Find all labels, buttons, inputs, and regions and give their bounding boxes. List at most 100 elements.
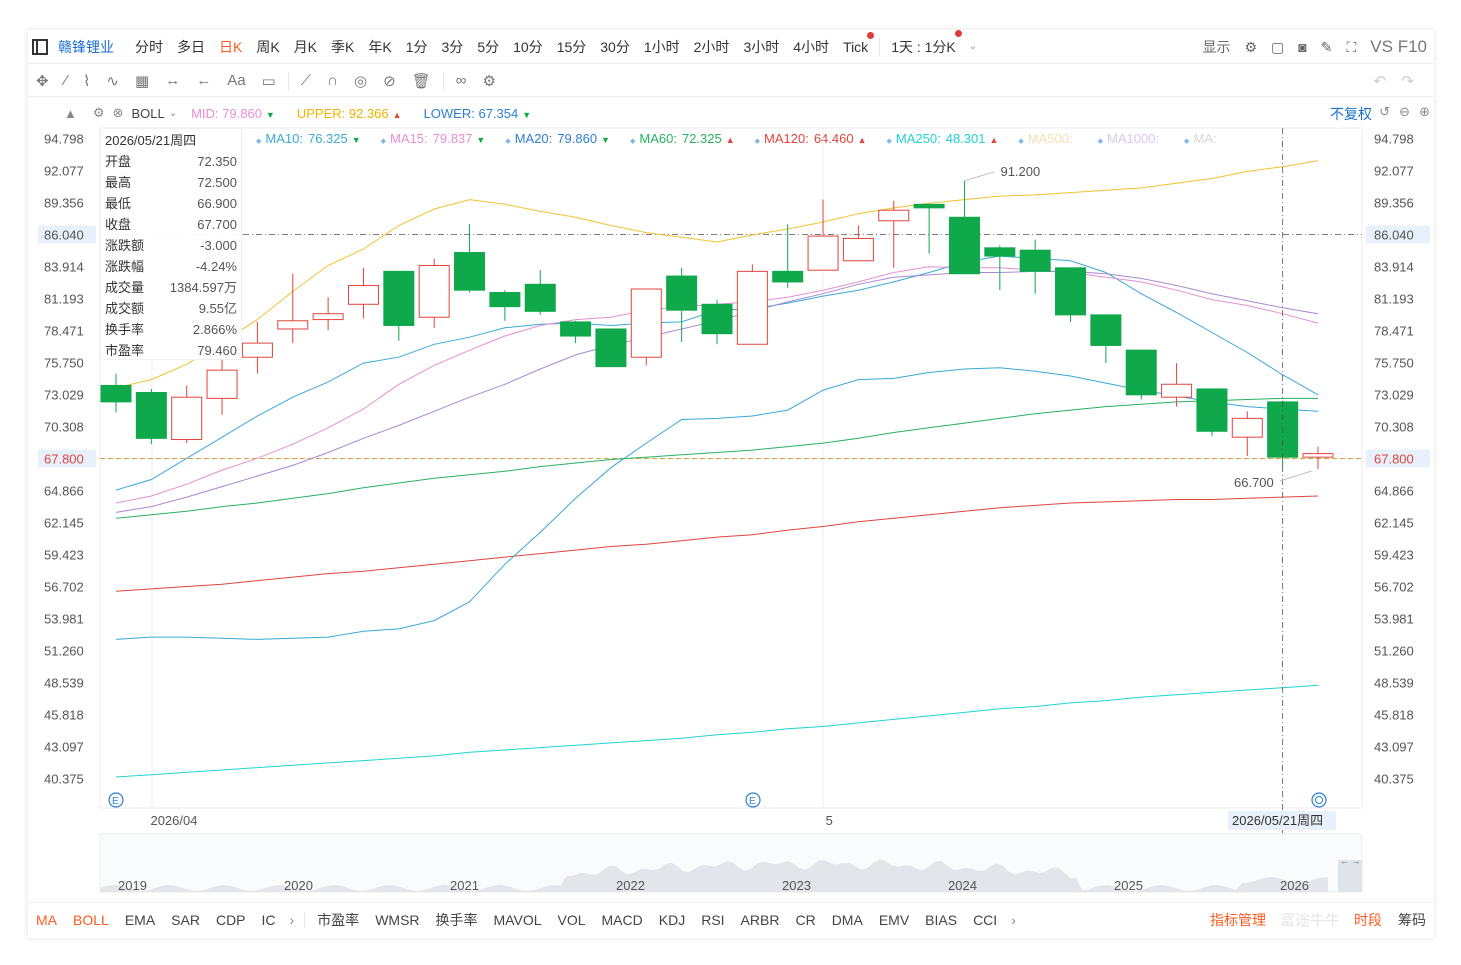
candle[interactable] (454, 252, 486, 291)
ma-legend-item[interactable]: ◆ MA500: (1018, 131, 1077, 146)
indicator-tab[interactable]: EMA (124, 911, 156, 928)
indicator-tab[interactable]: CDP (215, 911, 246, 928)
candle[interactable] (842, 237, 874, 262)
layout-icon[interactable] (32, 38, 48, 55)
event-marker-icon[interactable] (108, 792, 124, 808)
period-tab[interactable]: 分时 (135, 38, 163, 55)
ma-legend-item[interactable]: ◆ MA: (1184, 131, 1222, 146)
indicator-tab[interactable]: DMA (831, 911, 863, 928)
candle[interactable] (206, 369, 238, 399)
close-icon[interactable]: ⊗ (112, 105, 124, 120)
ma-legend-item[interactable]: ◆ MA60: 72.325 ▲ (630, 131, 735, 146)
polyline-tool-icon[interactable]: ⌇ (83, 72, 91, 90)
candle[interactable] (277, 320, 309, 330)
period-tab[interactable]: 3小时 (743, 38, 780, 55)
candle[interactable] (1161, 383, 1193, 398)
zoom-in-icon[interactable]: ⊕ (1419, 104, 1430, 119)
wave-tool-icon[interactable]: ∿ (106, 72, 119, 90)
period-tab[interactable]: 1小时 (643, 38, 680, 55)
ma-legend-item[interactable]: ◆ MA10: 76.325 ▼ (256, 131, 361, 146)
indicator-tab[interactable]: EMV (878, 911, 910, 928)
candle[interactable] (347, 284, 379, 305)
period-tab[interactable]: Tick (843, 31, 875, 55)
indicator-manage-button[interactable]: 指标管理 (1209, 911, 1266, 928)
zoom-out-icon[interactable]: ⊖ (1399, 104, 1410, 119)
measure-tool-icon[interactable]: ↔ (165, 72, 181, 89)
period-tab[interactable]: 1分 (405, 38, 428, 55)
indicator-tab[interactable]: CCI (973, 911, 998, 928)
indicator-tab[interactable]: RSI (701, 911, 725, 928)
ma-legend-item[interactable]: ◆ MA15: 79.837 ▼ (381, 131, 486, 146)
gear-icon[interactable]: ⚙ (1244, 38, 1258, 55)
chips-button[interactable]: 筹码 (1398, 911, 1426, 928)
camera-icon[interactable]: ◙ (1298, 39, 1307, 55)
chevron-down-icon[interactable]: ⌄ (168, 107, 178, 119)
stock-name[interactable]: 赣锋锂业 (58, 38, 114, 55)
period-tab[interactable]: 15分 (556, 38, 587, 55)
period-tab[interactable]: 30分 (600, 38, 630, 55)
candle[interactable] (1302, 453, 1334, 458)
period-tab[interactable]: 5分 (477, 38, 500, 55)
undo-icon[interactable]: ↶ (1373, 72, 1386, 90)
candle[interactable] (807, 235, 839, 271)
indicator-tab[interactable]: ARBR (740, 911, 780, 928)
candle[interactable] (383, 270, 415, 326)
period-tab[interactable]: 多日 (177, 38, 205, 55)
period-tab[interactable]: 10分 (513, 38, 543, 55)
overview-window[interactable] (1338, 860, 1362, 892)
square-icon[interactable]: ▢ (1271, 38, 1285, 55)
candle[interactable] (560, 321, 592, 337)
fib-tool-icon[interactable]: ▦ (135, 72, 150, 90)
period-tab[interactable]: 年K (368, 38, 392, 55)
indicator-tab[interactable]: 市盈率 (317, 911, 360, 928)
display-menu[interactable]: 显示 (1202, 39, 1231, 55)
pen-icon[interactable]: ✎ (1320, 38, 1333, 55)
trash-icon[interactable]: 🗑 (411, 72, 431, 90)
ma-legend-item[interactable]: ◆ MA1000: (1098, 131, 1164, 146)
indicator-tab[interactable]: 换手率 (435, 911, 478, 928)
period-button[interactable]: 时段 (1354, 911, 1382, 928)
candle[interactable] (312, 313, 344, 321)
candle[interactable] (1019, 249, 1051, 272)
no-adjust-toggle[interactable]: 不复权 (1330, 106, 1372, 122)
candle[interactable] (1055, 267, 1087, 316)
settings-icon[interactable]: ⚙ (92, 105, 105, 120)
candle[interactable] (878, 209, 910, 222)
indicator-tab[interactable]: KDJ (658, 911, 686, 928)
candle[interactable] (100, 384, 132, 403)
candle[interactable] (1231, 417, 1263, 438)
candle[interactable] (241, 342, 273, 358)
candle[interactable] (1090, 314, 1122, 346)
vs-f10-button[interactable]: VS F10 (1370, 37, 1427, 56)
indicator-tab[interactable]: IC (261, 911, 276, 928)
indicator-tab[interactable]: SAR (171, 911, 200, 928)
combo-period-select[interactable]: 1天 : 1分K (891, 29, 962, 55)
indicator-tab[interactable]: WMSR (375, 911, 420, 928)
arrow-tool-icon[interactable]: ← (196, 72, 212, 89)
candle[interactable] (736, 270, 768, 345)
period-tab[interactable]: 4小时 (793, 38, 830, 55)
line-tool-icon[interactable]: ⁄ (64, 72, 68, 89)
text-tool-icon[interactable]: Aa (227, 72, 246, 89)
ma-legend-item[interactable]: ◆ MA120: 64.460 ▲ (755, 131, 867, 146)
chevron-right-icon[interactable]: › (1011, 911, 1016, 928)
period-tab[interactable]: 周K (256, 38, 280, 55)
candle[interactable] (666, 275, 698, 311)
candle[interactable] (1196, 388, 1228, 432)
fullscreen-icon[interactable]: ⛶ (1346, 38, 1357, 55)
ma-legend-item[interactable]: ◆ MA250: 48.301 ▲ (887, 131, 999, 146)
indicator-tab[interactable]: CR (795, 911, 816, 928)
search-marker-icon[interactable] (1311, 792, 1327, 808)
candle[interactable] (418, 264, 450, 318)
overview-resize-icon[interactable]: ← → (1340, 856, 1361, 866)
candle[interactable] (984, 247, 1016, 257)
reset-icon[interactable]: ↺ (1379, 104, 1390, 119)
candle[interactable] (135, 391, 167, 439)
candle[interactable] (1125, 349, 1157, 396)
brush-icon[interactable]: ⟋ (300, 72, 312, 89)
candle[interactable] (772, 270, 804, 283)
period-tab[interactable]: 2小时 (693, 38, 730, 55)
candle[interactable] (524, 283, 556, 312)
collapse-icon[interactable]: ▲ (64, 105, 77, 121)
settings-icon[interactable]: ⚙ (482, 72, 496, 90)
